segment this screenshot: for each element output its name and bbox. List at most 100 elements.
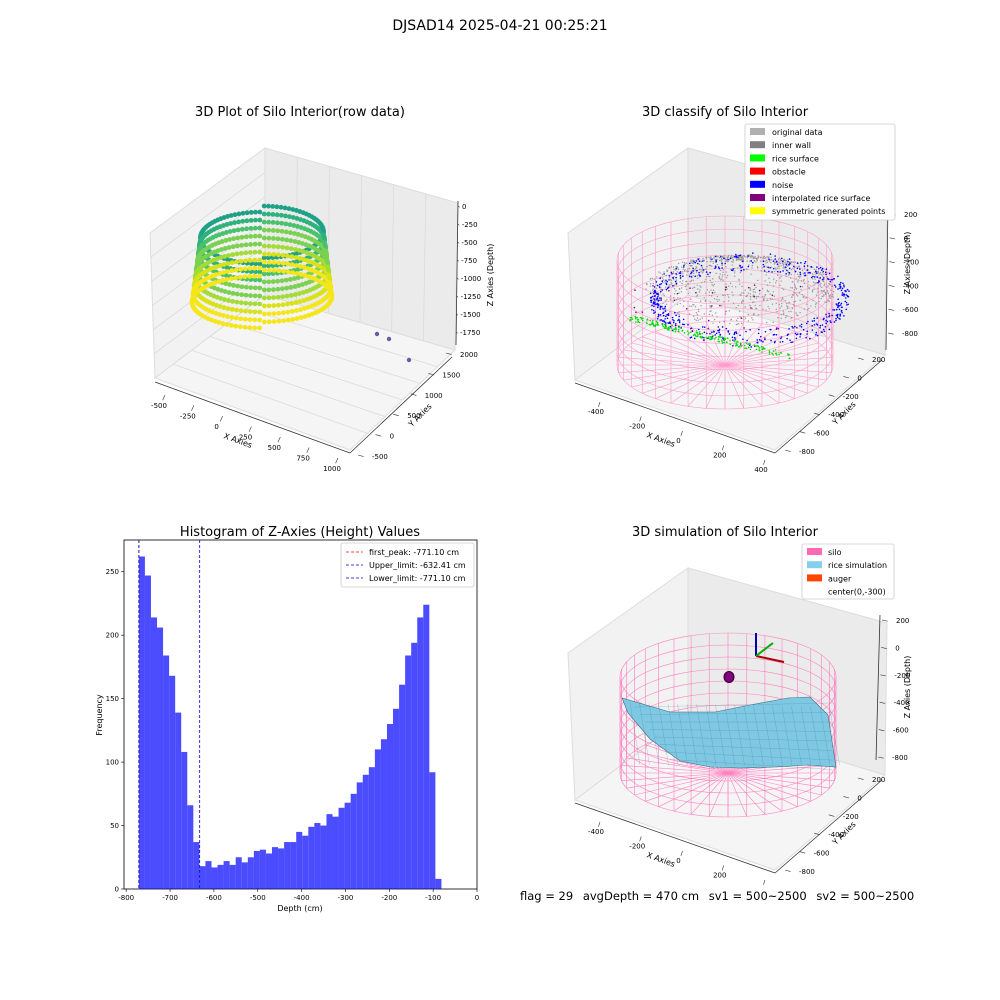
noise-point bbox=[657, 285, 659, 287]
noise-point bbox=[756, 342, 758, 344]
original-point bbox=[678, 269, 679, 270]
original-point bbox=[726, 277, 727, 278]
interpolated-point bbox=[703, 339, 705, 341]
noise-point bbox=[837, 288, 839, 290]
original-point bbox=[821, 287, 822, 288]
raw-scatter-point bbox=[257, 258, 262, 263]
original-point bbox=[719, 260, 720, 261]
noise-point bbox=[838, 302, 840, 304]
raw-scatter-point bbox=[280, 245, 285, 250]
original-point bbox=[751, 267, 752, 268]
original-point bbox=[692, 288, 693, 289]
original-point bbox=[799, 292, 800, 293]
noise-point bbox=[837, 276, 839, 278]
original-point bbox=[780, 280, 781, 281]
original-point bbox=[752, 295, 753, 296]
noise-point bbox=[843, 295, 845, 297]
original-point bbox=[794, 285, 795, 286]
original-point bbox=[767, 262, 768, 263]
noise-point bbox=[655, 303, 657, 305]
noise-point bbox=[721, 267, 723, 269]
original-point bbox=[703, 259, 704, 260]
noise-point bbox=[823, 271, 825, 273]
original-point bbox=[697, 317, 698, 318]
original-point bbox=[763, 300, 764, 301]
original-point bbox=[771, 267, 772, 268]
noise-point bbox=[727, 330, 729, 332]
noise-point bbox=[767, 267, 769, 269]
raw-scatter-point bbox=[294, 308, 299, 313]
original-point bbox=[822, 296, 823, 297]
noise-point bbox=[672, 277, 674, 279]
original-point bbox=[791, 297, 792, 298]
raw-scatter-point bbox=[288, 230, 293, 235]
raw-scatter-point bbox=[236, 219, 241, 224]
histogram-bar bbox=[218, 865, 224, 889]
original-point bbox=[722, 274, 723, 275]
noise-point bbox=[674, 312, 676, 314]
rice-surface-point bbox=[769, 353, 771, 355]
original-point bbox=[666, 299, 667, 300]
original-point bbox=[660, 289, 661, 290]
histogram-bar bbox=[387, 724, 393, 889]
original-point bbox=[794, 289, 795, 290]
axis-tick bbox=[889, 262, 895, 263]
original-point bbox=[814, 282, 815, 283]
noise-point bbox=[667, 314, 669, 316]
tick-label: -600 bbox=[814, 850, 830, 858]
rice-surface-point bbox=[696, 336, 698, 338]
noise-point bbox=[734, 332, 736, 334]
original-point bbox=[709, 295, 710, 296]
raw-scatter-point bbox=[248, 317, 253, 322]
raw-scatter-point bbox=[271, 252, 276, 257]
noise-point bbox=[704, 331, 706, 333]
raw-scatter-point bbox=[248, 285, 253, 290]
original-point bbox=[706, 257, 707, 258]
interpolated-point bbox=[652, 285, 654, 287]
rice-surface-point bbox=[740, 342, 742, 344]
rice-surface-point bbox=[637, 319, 639, 321]
legend-label: inner wall bbox=[772, 141, 811, 150]
original-point bbox=[831, 286, 832, 287]
noise-point bbox=[696, 260, 698, 262]
rice-surface-point bbox=[721, 341, 723, 343]
rice-surface-point bbox=[771, 353, 773, 355]
original-point bbox=[785, 317, 786, 318]
original-point bbox=[676, 266, 677, 267]
raw-scatter-point bbox=[225, 269, 230, 274]
original-point bbox=[762, 267, 763, 268]
noise-point bbox=[682, 275, 684, 277]
raw-scatter-point bbox=[277, 268, 282, 273]
original-point bbox=[722, 256, 723, 257]
original-point bbox=[825, 292, 826, 293]
original-point bbox=[784, 262, 785, 263]
noise-point bbox=[835, 286, 837, 288]
original-point bbox=[792, 287, 793, 288]
raw-scatter-point bbox=[298, 299, 303, 304]
rice-surface-point bbox=[675, 327, 677, 329]
raw-scatter-point bbox=[271, 220, 276, 225]
noise-point bbox=[806, 323, 808, 325]
original-point bbox=[756, 296, 757, 297]
original-point bbox=[804, 308, 805, 309]
rice-surface-point bbox=[642, 320, 644, 322]
noise-point bbox=[666, 289, 668, 291]
original-point bbox=[755, 258, 756, 259]
noise-point bbox=[803, 329, 805, 331]
original-point bbox=[750, 289, 751, 290]
interpolated-point bbox=[686, 308, 688, 310]
noise-point bbox=[770, 253, 772, 255]
original-point bbox=[795, 278, 796, 279]
rice-surface-point bbox=[788, 357, 790, 359]
original-point bbox=[689, 268, 690, 269]
noise-point bbox=[839, 314, 841, 316]
noise-point bbox=[677, 320, 679, 322]
raw-scatter-point bbox=[281, 310, 286, 315]
noise-point bbox=[660, 299, 662, 301]
original-point bbox=[716, 299, 717, 300]
rice-surface-point bbox=[663, 326, 665, 328]
noise-point bbox=[660, 314, 662, 316]
original-point bbox=[731, 255, 732, 256]
tick-label: 0 bbox=[390, 433, 394, 441]
noise-point bbox=[805, 275, 807, 277]
